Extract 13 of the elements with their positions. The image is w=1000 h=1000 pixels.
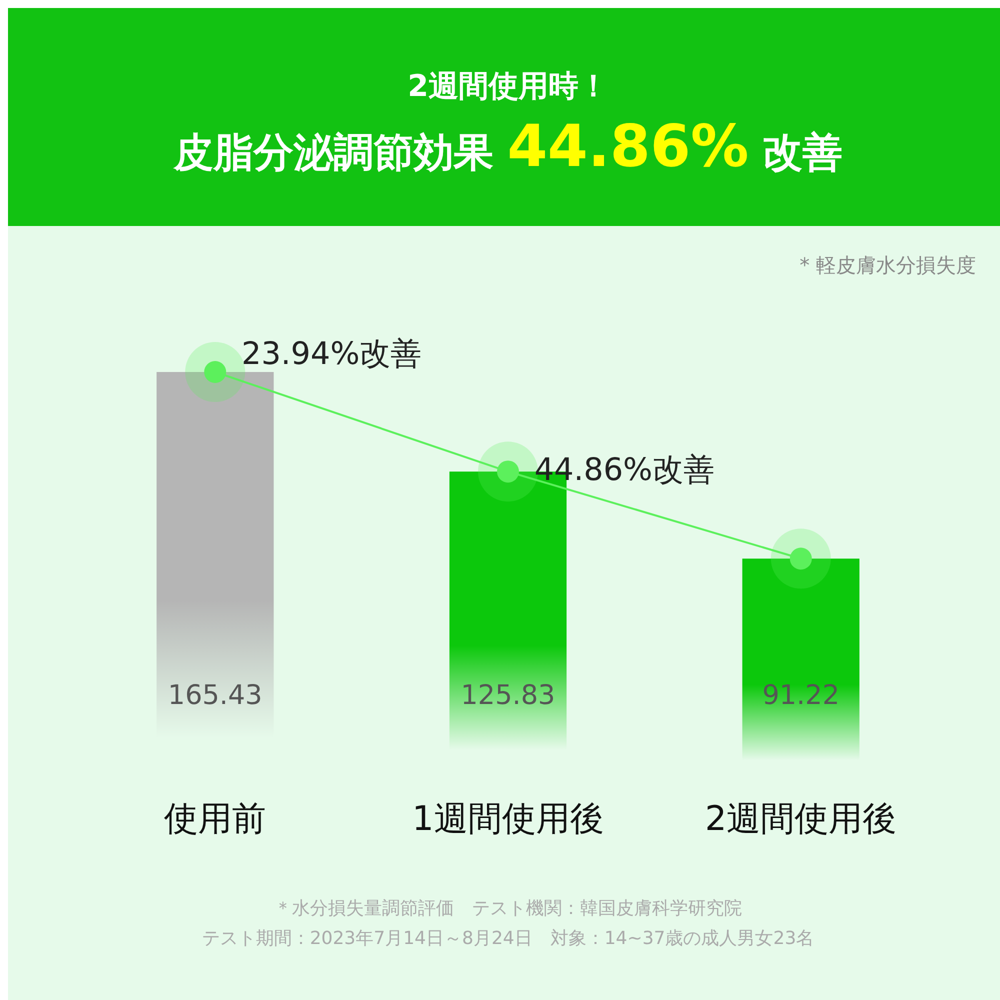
x-tick-label: 使用前 — [164, 799, 266, 839]
x-tick-label: 1週間使用後 — [412, 799, 604, 839]
chart-title: 2週間使用時！ — [408, 69, 608, 104]
annotation: 23.94%改善 — [241, 336, 422, 372]
annotation: 44.86%改善 — [534, 452, 715, 488]
chart-subtitle: 皮脂分泌調節効果 44.86% 改善 — [172, 112, 843, 180]
data-label: 91.22 — [762, 680, 840, 711]
text: テスト期間：2023年7月14日～8月24日 対象：14~37歳の成人男女23名 — [202, 928, 814, 949]
x-tick-label: 2週間使用後 — [705, 799, 897, 839]
data-label: 165.43 — [168, 680, 262, 711]
text: * 軽皮膚水分損失度 — [800, 253, 976, 277]
text: ＊水分損失量調節評価 テスト機関：韓国皮膚科学研究院 — [274, 898, 742, 919]
data-label: 125.83 — [460, 680, 556, 711]
